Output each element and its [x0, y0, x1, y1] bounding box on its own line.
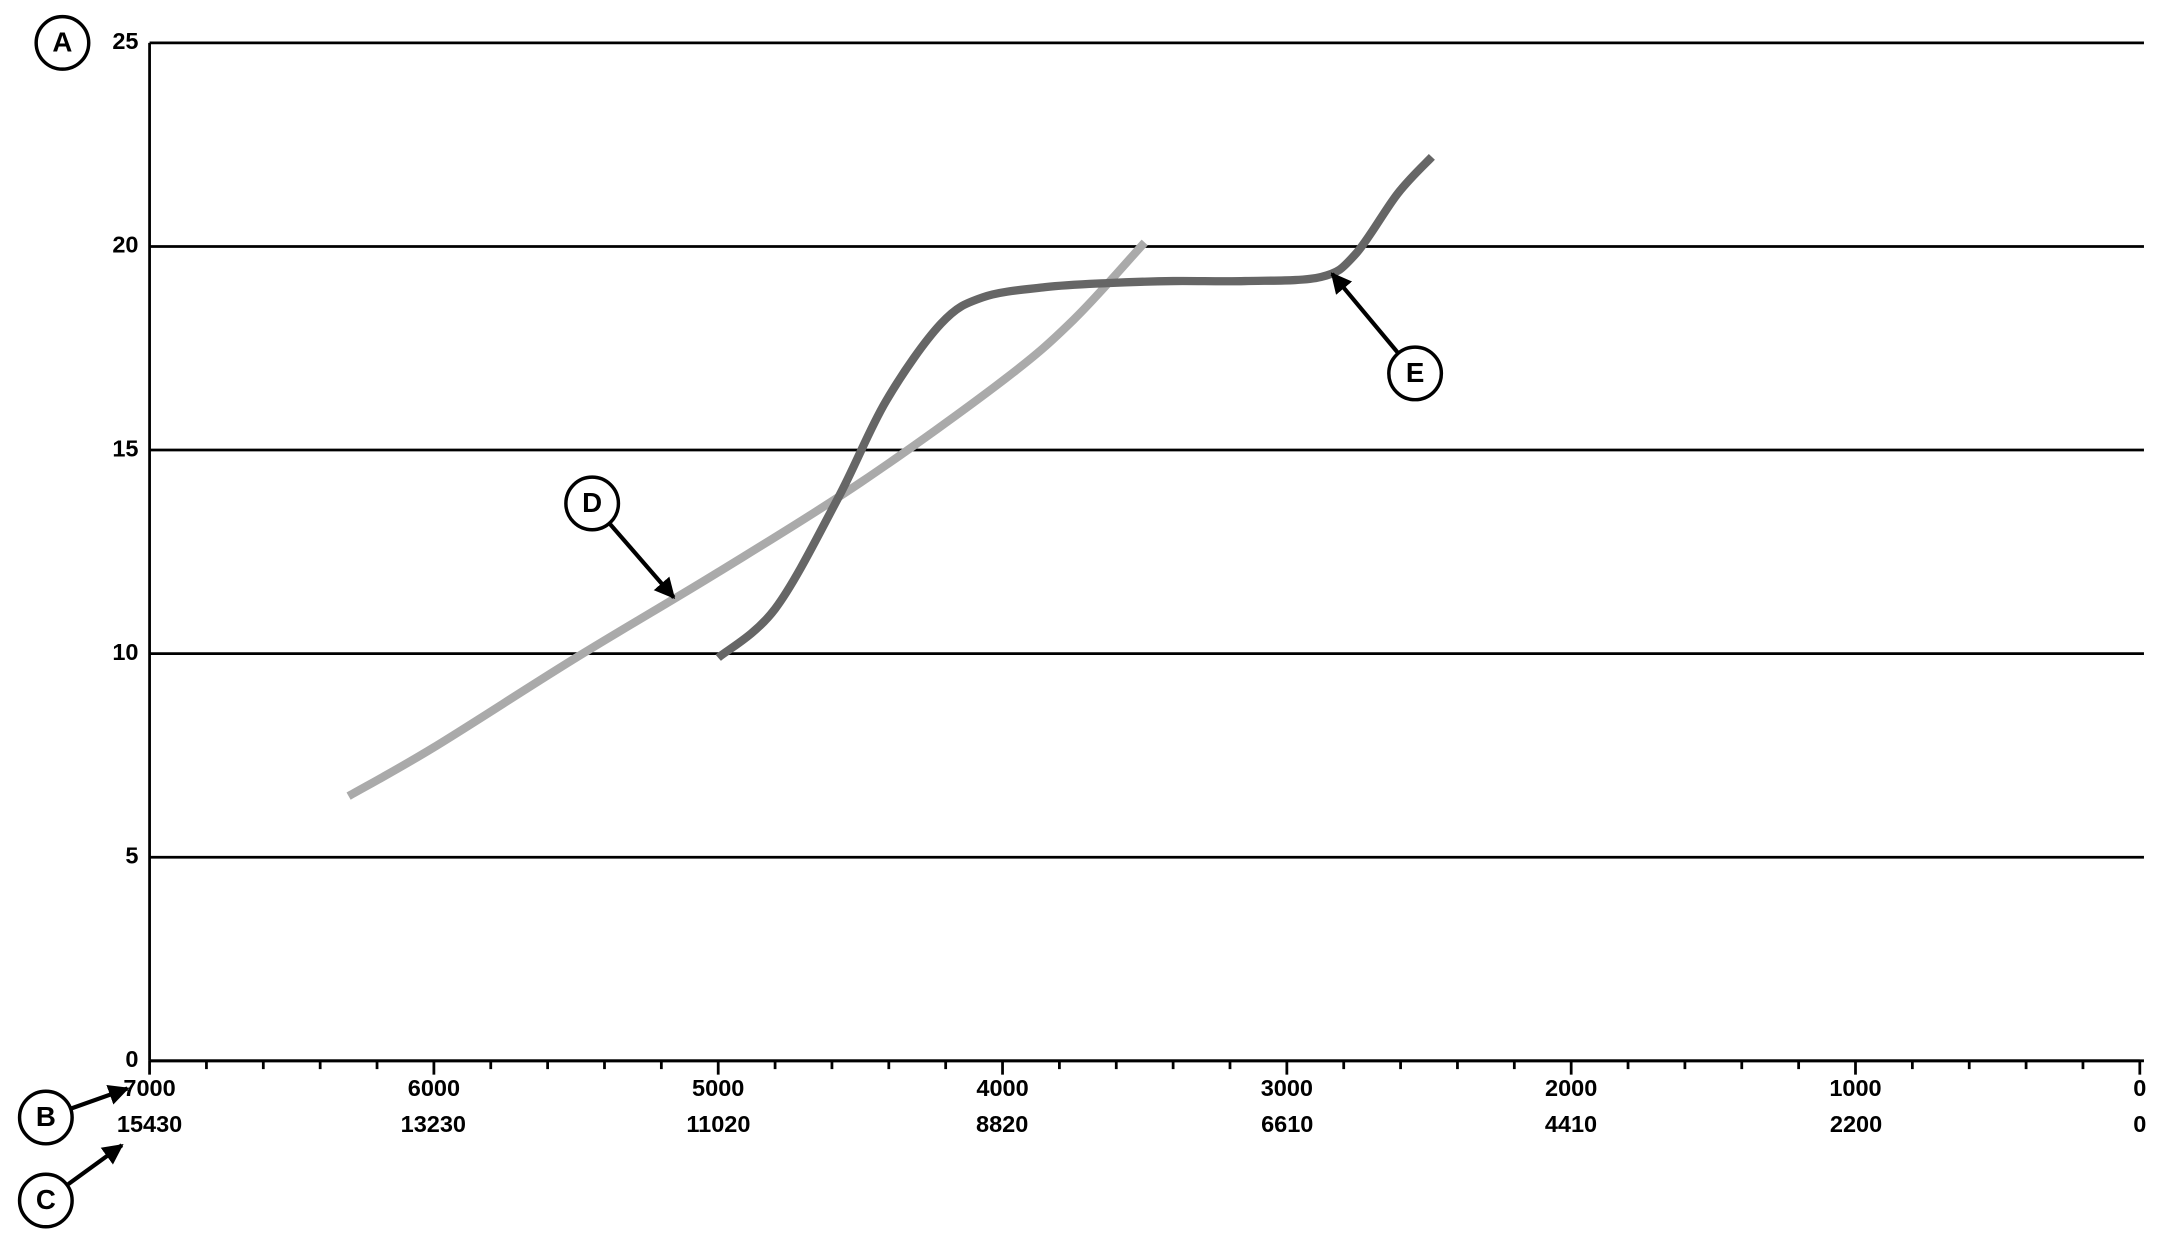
callout-arrow [71, 1084, 130, 1111]
x2-tick-label: 11020 [686, 1111, 750, 1137]
y-tick-label: 25 [112, 28, 138, 54]
callout-label: C [36, 1184, 56, 1215]
x2-tick-label: 13230 [401, 1111, 466, 1137]
series-line [346, 239, 1148, 800]
annotation: B [17, 1084, 130, 1146]
x2-tick-label: 4410 [1545, 1111, 1597, 1137]
callout-circle [1387, 345, 1444, 402]
callout-circle [34, 14, 91, 71]
y-tick-label: 5 [125, 842, 138, 868]
series-callout: D [564, 475, 676, 600]
callout-circle [17, 1172, 74, 1229]
x2-tick-label: 8820 [976, 1111, 1028, 1137]
x-tick-label: 6000 [408, 1075, 460, 1101]
callout-label: A [52, 27, 72, 58]
x-tick-label: 5000 [692, 1075, 744, 1101]
x-tick-label: 7000 [123, 1075, 175, 1101]
series-callout: E [1330, 272, 1444, 402]
y-tick-label: 15 [112, 435, 138, 461]
y-tick-label: 20 [112, 232, 138, 258]
x2-tick-label: 0 [2133, 1111, 2146, 1137]
x-tick-label: 2000 [1545, 1075, 1597, 1101]
callout-label: D [582, 487, 602, 518]
callout-arrow [1330, 272, 1399, 354]
x-tick-label: 3000 [1261, 1075, 1313, 1101]
callout-circle [17, 1089, 74, 1146]
callout-label: B [36, 1101, 56, 1132]
x-tick-label: 4000 [976, 1075, 1028, 1101]
x2-tick-label: 2200 [1830, 1111, 1882, 1137]
annotation: A [34, 14, 91, 71]
x2-tick-label: 6610 [1261, 1111, 1313, 1137]
x-tick-label: 0 [2133, 1075, 2146, 1101]
callout-circle [564, 475, 621, 532]
series-line [715, 154, 1435, 661]
x-tick-label: 1000 [1829, 1075, 1881, 1101]
x2-tick-label: 15430 [117, 1111, 182, 1137]
callout-arrow [608, 522, 676, 600]
y-tick-label: 0 [125, 1046, 138, 1072]
annotation: C [17, 1143, 124, 1229]
callout-arrow [66, 1143, 124, 1186]
y-tick-label: 10 [112, 639, 138, 665]
callout-label: E [1406, 357, 1424, 388]
